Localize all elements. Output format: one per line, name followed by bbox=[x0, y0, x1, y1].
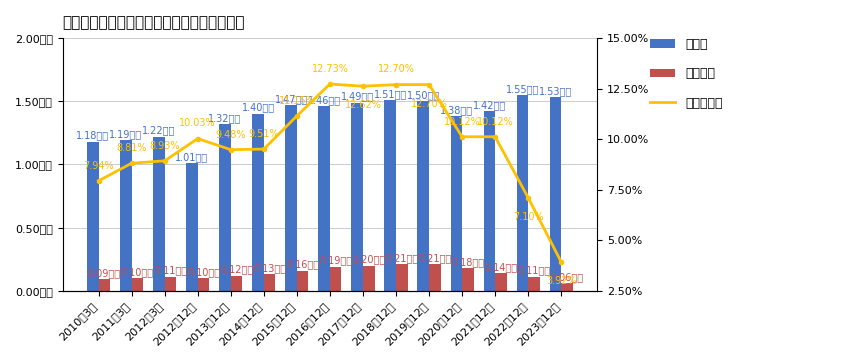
Text: 1.22兆円: 1.22兆円 bbox=[142, 125, 175, 135]
Text: 9.51%: 9.51% bbox=[248, 129, 279, 139]
Bar bbox=[549, 97, 562, 291]
Text: 0.13兆円: 0.13兆円 bbox=[253, 263, 286, 273]
営業利益率 bbox=[391, 83, 401, 87]
Text: 0.16兆円: 0.16兆円 bbox=[286, 259, 319, 269]
Text: 1.42兆円: 1.42兆円 bbox=[473, 100, 506, 110]
Text: 0.09兆円: 0.09兆円 bbox=[88, 268, 121, 278]
営業利益率 bbox=[259, 147, 269, 151]
Text: 11.15%: 11.15% bbox=[279, 96, 315, 106]
Bar bbox=[87, 142, 99, 291]
Text: 0.20兆円: 0.20兆円 bbox=[352, 254, 385, 264]
Bar bbox=[495, 273, 507, 291]
営業利益率 bbox=[193, 136, 203, 141]
Text: 8.93%: 8.93% bbox=[149, 141, 180, 151]
Text: 花王の売上高・営業利益・営業利益率の推移: 花王の売上高・営業利益・営業利益率の推移 bbox=[62, 15, 246, 30]
Text: 7.94%: 7.94% bbox=[83, 161, 114, 171]
Bar bbox=[516, 95, 529, 291]
Bar bbox=[562, 283, 573, 291]
Text: 0.11兆円: 0.11兆円 bbox=[154, 266, 187, 275]
Text: 12.73%: 12.73% bbox=[312, 64, 348, 74]
Bar bbox=[450, 117, 462, 291]
Text: 3.92%: 3.92% bbox=[546, 276, 576, 286]
営業利益率 bbox=[226, 148, 236, 152]
Text: 1.19兆円: 1.19兆円 bbox=[109, 129, 142, 139]
営業利益率 bbox=[358, 84, 368, 88]
Bar bbox=[385, 100, 396, 291]
Bar bbox=[352, 102, 363, 291]
Text: 1.49兆円: 1.49兆円 bbox=[340, 91, 374, 101]
Text: 1.50兆円: 1.50兆円 bbox=[406, 90, 440, 100]
Text: 0.06兆円: 0.06兆円 bbox=[550, 272, 583, 282]
Bar bbox=[297, 270, 308, 291]
営業利益率 bbox=[556, 260, 567, 264]
Bar bbox=[165, 277, 176, 291]
Text: 1.32兆円: 1.32兆円 bbox=[208, 113, 241, 123]
Legend: 売上高, 営業利益, 営業利益率: 売上高, 営業利益, 営業利益率 bbox=[645, 33, 727, 114]
Text: 12.62%: 12.62% bbox=[345, 100, 381, 110]
営業利益率 bbox=[523, 195, 534, 200]
Text: 10.12%: 10.12% bbox=[444, 117, 481, 127]
Bar bbox=[120, 140, 132, 291]
Text: 1.18兆円: 1.18兆円 bbox=[76, 130, 109, 140]
Bar bbox=[153, 136, 165, 291]
Bar bbox=[429, 264, 441, 291]
Bar bbox=[253, 114, 264, 291]
Text: 10.12%: 10.12% bbox=[477, 117, 514, 127]
Bar bbox=[198, 278, 209, 291]
Bar bbox=[99, 279, 110, 291]
Text: 12.70%: 12.70% bbox=[411, 99, 448, 109]
Bar bbox=[418, 101, 429, 291]
Text: 1.38兆円: 1.38兆円 bbox=[440, 105, 473, 115]
Text: 9.48%: 9.48% bbox=[215, 130, 246, 140]
Bar bbox=[462, 268, 474, 291]
Bar bbox=[330, 267, 341, 291]
Text: 1.51兆円: 1.51兆円 bbox=[373, 89, 407, 99]
営業利益率 bbox=[94, 179, 104, 183]
Text: 0.12兆円: 0.12兆円 bbox=[220, 264, 253, 274]
Text: 0.11兆円: 0.11兆円 bbox=[517, 266, 550, 275]
Text: 0.18兆円: 0.18兆円 bbox=[451, 257, 484, 267]
Bar bbox=[132, 278, 143, 291]
Text: 1.46兆円: 1.46兆円 bbox=[307, 95, 341, 105]
営業利益率 bbox=[490, 135, 500, 139]
Bar bbox=[396, 264, 408, 291]
Text: 0.21兆円: 0.21兆円 bbox=[418, 253, 451, 263]
営業利益率 bbox=[160, 159, 170, 163]
Bar bbox=[186, 163, 198, 291]
Text: 1.47兆円: 1.47兆円 bbox=[274, 94, 308, 104]
Text: 1.55兆円: 1.55兆円 bbox=[506, 84, 539, 94]
Bar bbox=[483, 111, 495, 291]
Text: 10.03%: 10.03% bbox=[180, 118, 216, 129]
Text: 0.14兆円: 0.14兆円 bbox=[484, 262, 517, 272]
Bar bbox=[319, 106, 330, 291]
Text: 0.21兆円: 0.21兆円 bbox=[385, 253, 418, 263]
Text: 1.40兆円: 1.40兆円 bbox=[241, 103, 274, 113]
Bar bbox=[231, 275, 242, 291]
営業利益率 bbox=[325, 82, 335, 86]
Bar bbox=[264, 274, 275, 291]
Text: 1.53兆円: 1.53兆円 bbox=[539, 86, 572, 96]
Text: 0.10兆円: 0.10兆円 bbox=[121, 267, 154, 277]
営業利益率 bbox=[424, 83, 434, 87]
Text: 8.81%: 8.81% bbox=[116, 143, 147, 153]
Text: 12.70%: 12.70% bbox=[378, 64, 414, 75]
営業利益率 bbox=[292, 114, 302, 118]
Line: 営業利益率: 営業利益率 bbox=[96, 82, 563, 264]
Bar bbox=[529, 277, 540, 291]
Bar bbox=[220, 124, 231, 291]
Text: 1.01兆円: 1.01兆円 bbox=[175, 152, 208, 162]
Text: 0.10兆円: 0.10兆円 bbox=[187, 267, 220, 277]
Bar bbox=[286, 105, 297, 291]
Text: 7.10%: 7.10% bbox=[513, 212, 543, 222]
Bar bbox=[363, 265, 374, 291]
Text: 0.19兆円: 0.19兆円 bbox=[319, 256, 352, 265]
営業利益率 bbox=[127, 161, 137, 165]
営業利益率 bbox=[457, 135, 467, 139]
